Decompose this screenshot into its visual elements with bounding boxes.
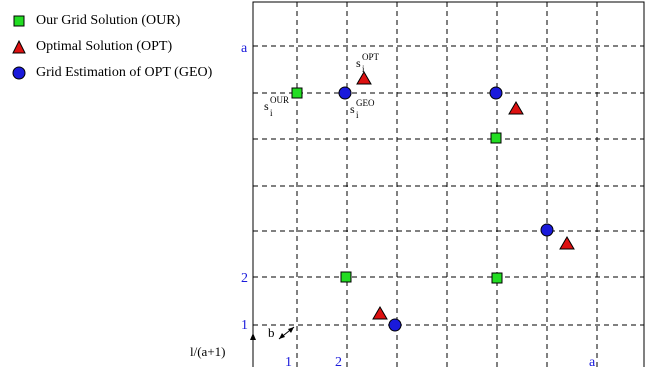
cell-height-arrowhead	[250, 333, 256, 340]
s-our-base: s	[264, 99, 269, 113]
s-geo-sup: GEO	[356, 98, 375, 108]
our-point	[341, 272, 351, 282]
horizontal-grid-lines	[253, 46, 644, 325]
our-point	[491, 133, 501, 143]
b-distance-annotation: b	[268, 325, 294, 340]
y-axis-label-2: 2	[241, 271, 248, 286]
s-geo-base: s	[350, 102, 355, 116]
s-geo-annotation: s GEO i	[350, 98, 375, 120]
geo-point	[490, 87, 502, 99]
opt-points	[357, 72, 574, 319]
s-our-sub: i	[270, 108, 273, 118]
geo-point	[339, 87, 351, 99]
geo-point	[541, 224, 553, 236]
b-arrowhead-end	[288, 327, 294, 333]
y-axis-label-a: a	[241, 41, 248, 56]
grid-border	[253, 2, 644, 367]
s-our-sup: OUR	[270, 95, 289, 105]
x-axis-label-1: 1	[285, 355, 292, 367]
cell-height-annotation: l/(a+1)	[190, 333, 256, 367]
opt-point	[509, 102, 523, 114]
geo-points	[339, 87, 553, 331]
b-label: b	[268, 325, 275, 340]
y-axis-label-1: 1	[241, 318, 248, 333]
s-opt-base: s	[356, 56, 361, 70]
geo-point	[389, 319, 401, 331]
x-axis-label-a: a	[589, 355, 596, 367]
b-arrowhead-start	[279, 333, 285, 339]
vertical-grid-lines	[297, 2, 597, 367]
cell-height-label: l/(a+1)	[190, 344, 225, 359]
x-axis-label-2: 2	[335, 355, 342, 367]
our-point	[292, 88, 302, 98]
opt-point	[560, 237, 574, 249]
s-opt-sup: OPT	[362, 52, 380, 62]
s-our-annotation: s OUR i	[264, 95, 289, 118]
s-geo-sub: i	[356, 110, 359, 120]
our-point	[492, 273, 502, 283]
s-opt-annotation: s OPT i	[356, 52, 380, 74]
opt-point	[373, 307, 387, 319]
